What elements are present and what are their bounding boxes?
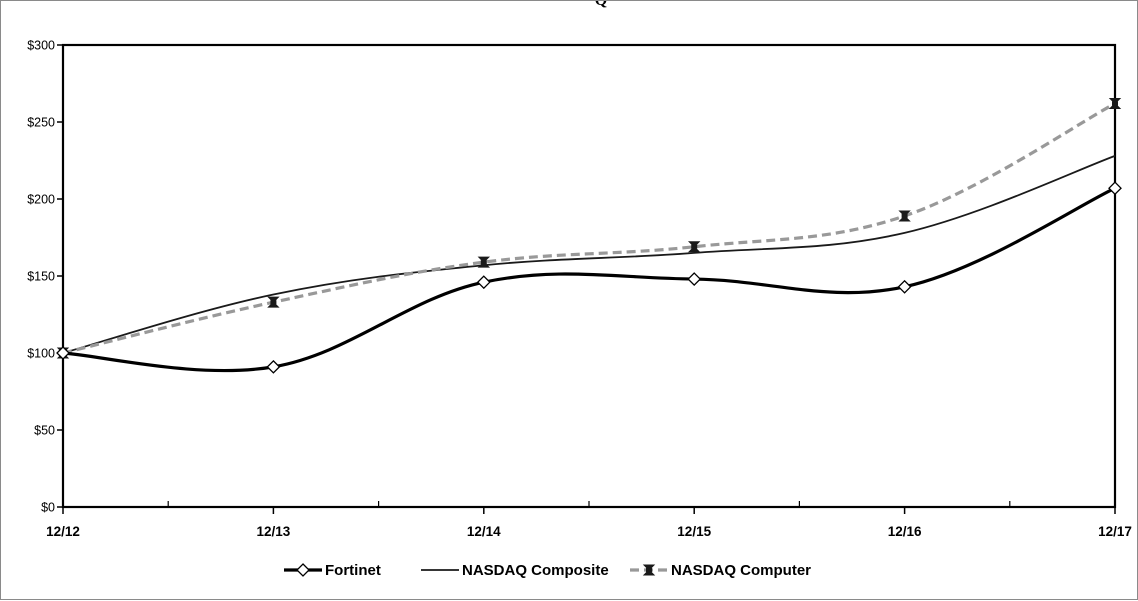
series-line-fortinet bbox=[62, 186, 1116, 373]
y-tick-label: $300 bbox=[27, 39, 55, 53]
point-nasdaq-computer-1-core bbox=[270, 300, 277, 305]
series-line-nasdaq-computer bbox=[62, 102, 1116, 355]
legend-label-fortinet: Fortinet bbox=[325, 562, 381, 579]
legend-item-nasdaq-composite: NASDAQ Composite bbox=[421, 562, 609, 579]
legend-label-nasdaq-computer: NASDAQ Computer bbox=[671, 562, 811, 579]
point-nasdaq-computer-4-core bbox=[901, 213, 908, 218]
x-tick-label: 12/13 bbox=[257, 524, 291, 539]
legend-label-nasdaq-composite: NASDAQ Composite bbox=[462, 562, 609, 579]
legend-marker-fortinet bbox=[296, 563, 310, 577]
x-tick-label: 12/14 bbox=[467, 524, 501, 539]
point-nasdaq-computer-2-core bbox=[480, 260, 487, 265]
series-layer bbox=[56, 98, 1122, 374]
series-nasdaq-composite bbox=[62, 155, 1116, 354]
legend: Fortinet NASDAQ Composite NASDAQ Computer bbox=[284, 562, 811, 579]
x-tick-label: 12/15 bbox=[677, 524, 711, 539]
x-tick-label: 12/16 bbox=[888, 524, 922, 539]
legend-item-fortinet: Fortinet bbox=[284, 562, 381, 579]
point-nasdaq-computer-5-core bbox=[1112, 101, 1118, 106]
series-fortinet bbox=[56, 181, 1122, 374]
point-nasdaq-computer-3-core bbox=[691, 244, 698, 249]
series-line-nasdaq-composite bbox=[62, 155, 1116, 354]
series-nasdaq-computer bbox=[56, 98, 1122, 359]
x-tick-label: 12/12 bbox=[46, 524, 80, 539]
y-tick-label: $250 bbox=[27, 116, 55, 130]
point-fortinet-0 bbox=[56, 346, 70, 360]
legend-item-nasdaq-computer: NASDAQ Computer bbox=[630, 562, 811, 579]
y-tick-label: $200 bbox=[27, 193, 55, 207]
y-tick-label: $50 bbox=[34, 424, 55, 438]
y-tick-label: $150 bbox=[27, 270, 55, 284]
point-fortinet-5 bbox=[1108, 181, 1122, 196]
chart-title: Q bbox=[595, 1, 607, 9]
axes: $0 $50 $100 $150 $200 $250 $300 12/12 12/13 12/14… bbox=[27, 39, 1132, 540]
legend-marker-nasdaq-computer-core bbox=[646, 568, 652, 572]
y-tick-label: $100 bbox=[27, 347, 55, 361]
point-fortinet-1 bbox=[266, 359, 281, 374]
x-tick-label: 12/17 bbox=[1098, 524, 1132, 539]
point-fortinet-4 bbox=[897, 279, 912, 294]
point-fortinet-2 bbox=[476, 275, 491, 290]
y-tick-label: $0 bbox=[41, 501, 55, 515]
point-fortinet-3 bbox=[687, 272, 702, 286]
